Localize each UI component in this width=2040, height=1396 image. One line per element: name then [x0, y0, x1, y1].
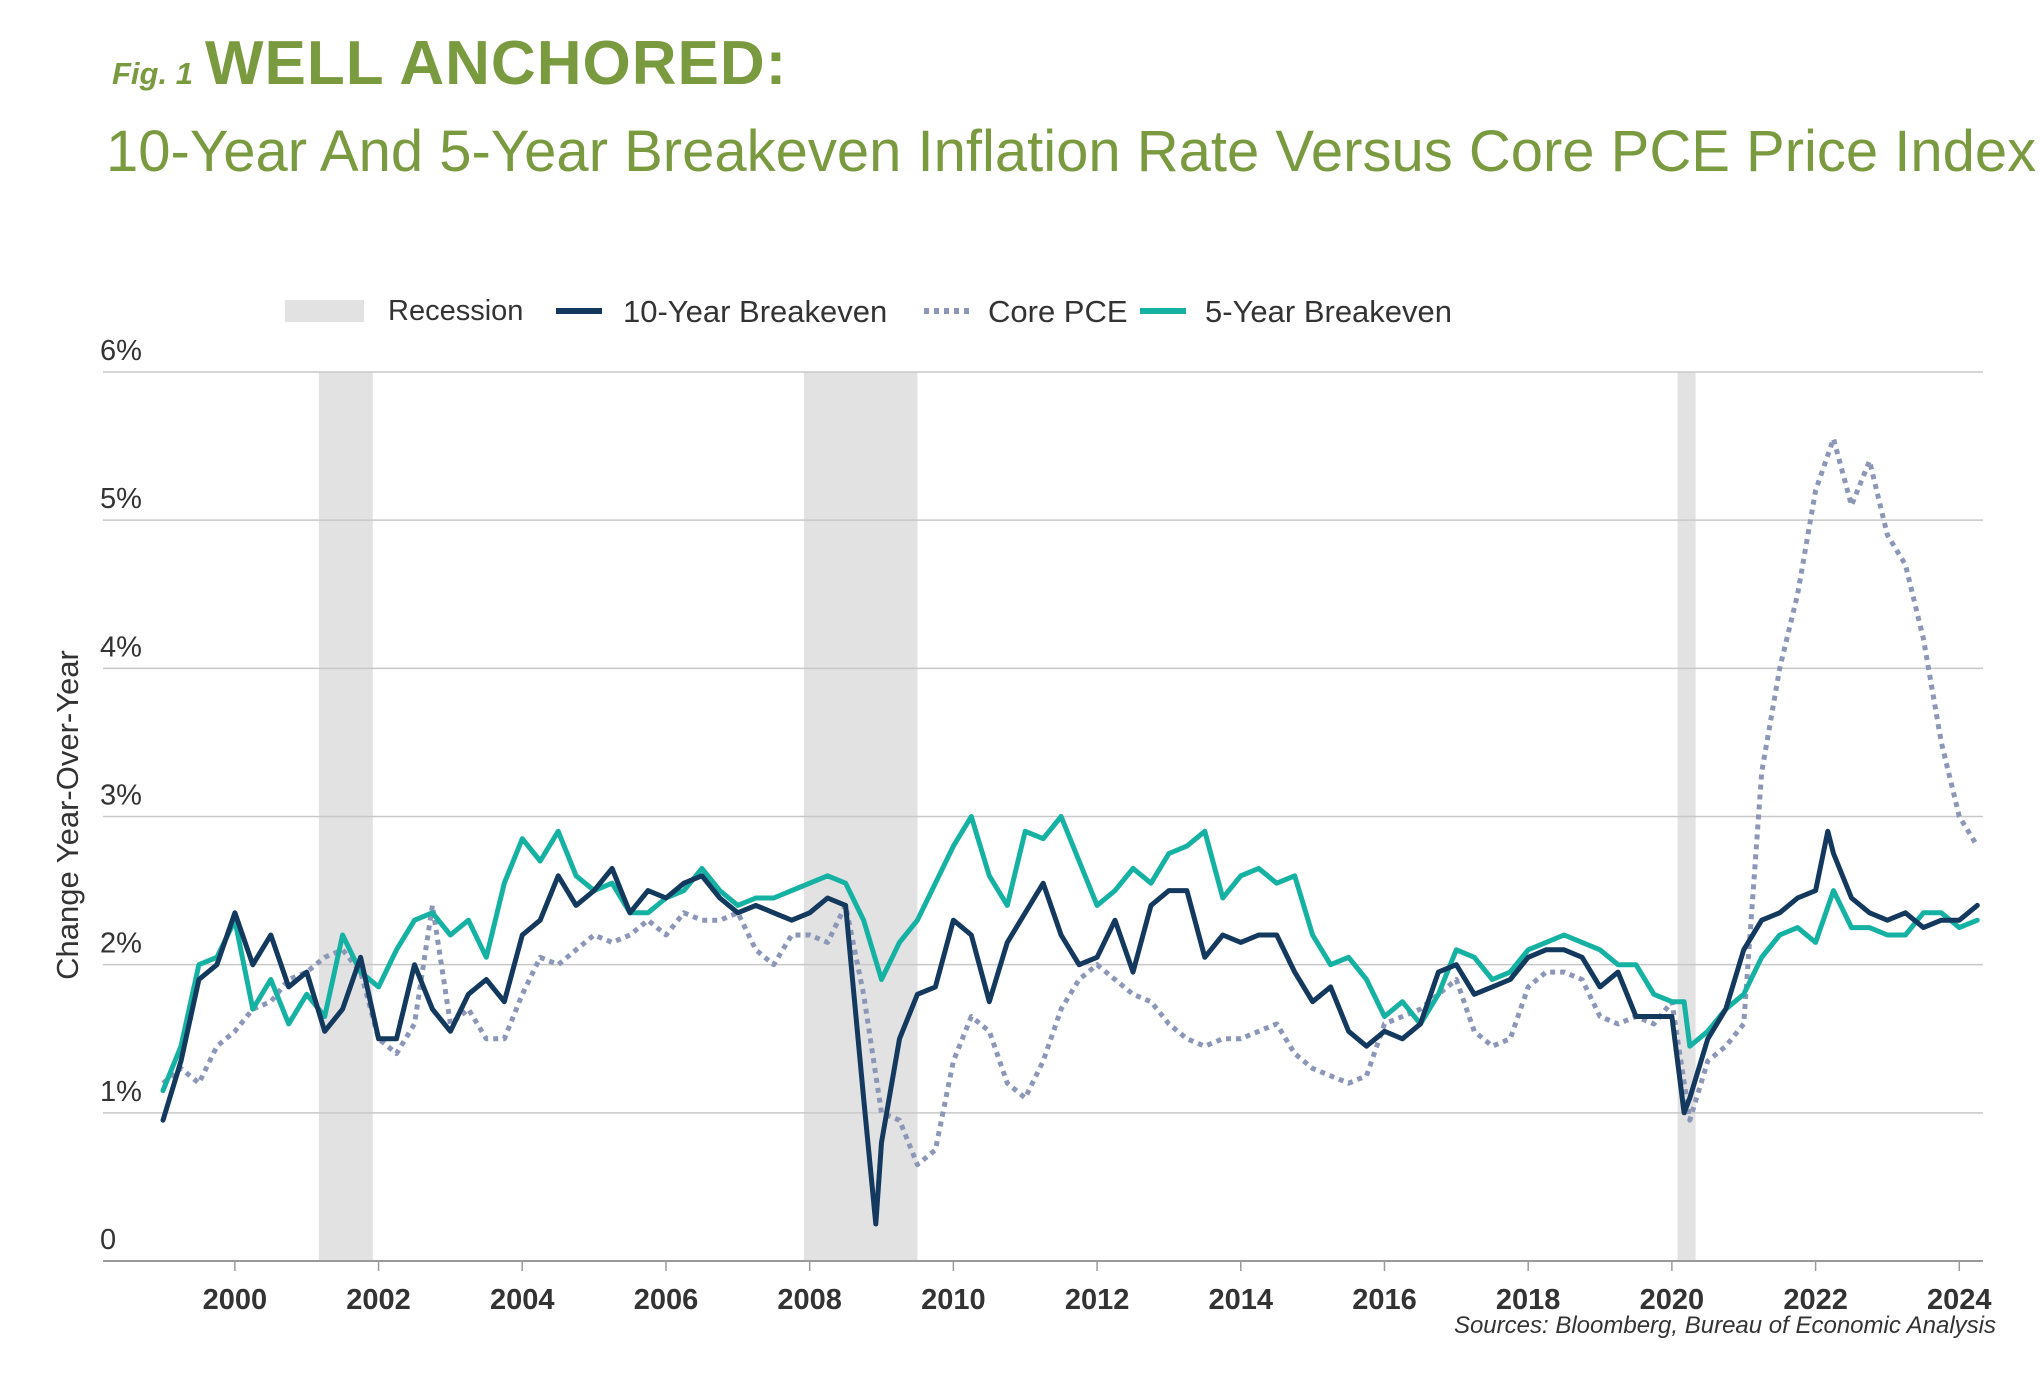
y-tick-label: 0	[100, 1224, 116, 1256]
x-tick-label: 2012	[1065, 1284, 1130, 1316]
title-line: Fig. 1 WELL ANCHORED:	[112, 28, 787, 99]
x-tick-label: 2022	[1783, 1284, 1848, 1316]
y-tick-label: 3%	[100, 780, 142, 812]
legend-swatch-recession	[285, 300, 364, 322]
y-axis-label: Change Year-Over-Year	[50, 650, 85, 980]
series-10-year-breakeven	[160, 828, 1980, 1227]
legend-label-5-year: 5-Year Breakeven	[1205, 294, 1452, 329]
x-tick-label: 2008	[777, 1284, 842, 1316]
figure-label: Fig. 1	[112, 56, 193, 91]
x-tick-label: 2000	[203, 1284, 268, 1316]
legend: Recession 10-Year Breakeven Core PCE 5-Year…	[285, 294, 1452, 329]
legend-label-core-pce: Core PCE	[988, 294, 1128, 329]
x-tick-label: 2010	[921, 1284, 986, 1316]
x-tick-label: 2006	[634, 1284, 699, 1316]
x-tick-label: 2024	[1927, 1284, 1992, 1316]
y-tick-label: 5%	[100, 483, 142, 515]
source-note: Sources: Bloomberg, Bureau of Economic A…	[1453, 1312, 1996, 1339]
x-tick-label: 2020	[1640, 1284, 1705, 1316]
x-tick-label: 2004	[490, 1284, 555, 1316]
series-5-year-breakeven	[160, 814, 1980, 1094]
y-tick-label: 2%	[100, 928, 142, 960]
chart-subtitle: 10-Year And 5-Year Breakeven Inflation R…	[106, 119, 2037, 184]
y-tick-label: 1%	[100, 1076, 142, 1108]
y-tick-label: 6%	[100, 335, 142, 367]
x-tick-label: 2016	[1352, 1284, 1417, 1316]
legend-label-10-year: 10-Year Breakeven	[623, 294, 887, 329]
x-tick-label: 2014	[1209, 1284, 1274, 1316]
chart-title: WELL ANCHORED:	[204, 29, 788, 98]
y-tick-label: 4%	[100, 631, 142, 663]
grid-lines	[103, 371, 1983, 1262]
legend-label-recession: Recession	[388, 295, 523, 327]
x-tick-label: 2002	[346, 1284, 411, 1316]
x-tick-label: 2018	[1496, 1284, 1561, 1316]
axes: 0 1% 2% 3% 4% 5% 6% 2000 2002 2004 2006 2008 2010 201…	[50, 335, 1992, 1316]
series-lines	[160, 436, 1980, 1227]
